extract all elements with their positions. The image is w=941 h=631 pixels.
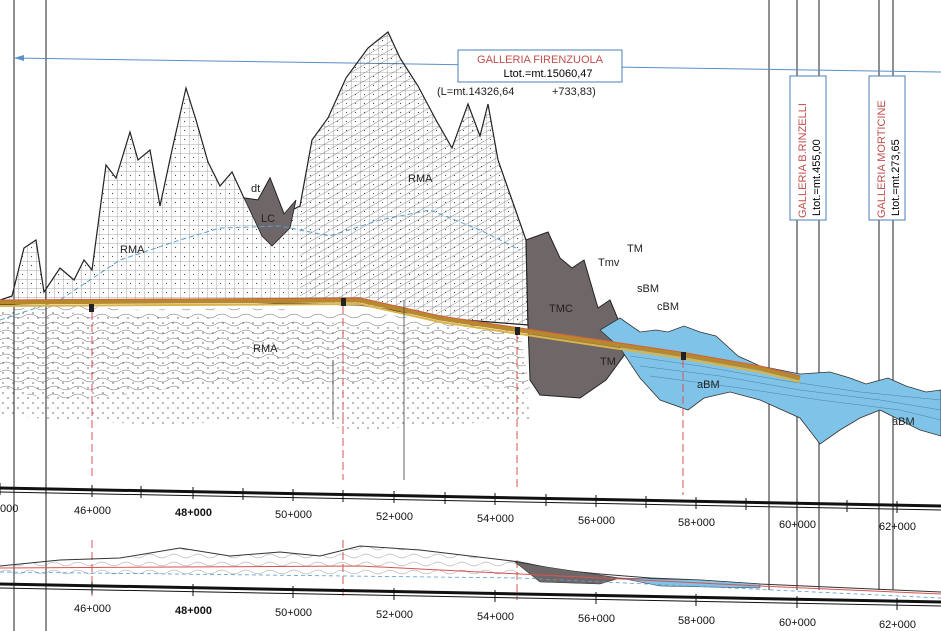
tunnel-rinzelli-length: Ltot.=mt.455,00 — [811, 139, 823, 216]
lower-chainage: 56+000 — [578, 613, 615, 625]
tunnel-firenzuola-label: GALLERIA FIRENZUOLA Ltot.=mt.15060,47 (L… — [437, 49, 623, 98]
upper-chainage-scale — [0, 483, 941, 513]
label-dt: dt — [251, 183, 260, 195]
lower-chainage: 62+000 — [879, 619, 916, 631]
upper-chainage: 52+000 — [376, 511, 413, 523]
label-tm-1: TM — [627, 243, 643, 255]
lower-chainage-labels: 46+000 48+000 50+000 52+000 54+000 56+00… — [74, 603, 916, 631]
upper-chainage: 54+000 — [477, 513, 514, 525]
label-tmc: TMC — [549, 303, 573, 315]
upper-chainage: 48+000 — [175, 507, 212, 519]
tunnel-firenzuola-sub: (L=mt.14326,64 — [437, 86, 514, 98]
label-lc: LC — [261, 213, 275, 225]
label-rma-2: RMA — [408, 173, 433, 185]
label-sbm: sBM — [637, 283, 659, 295]
label-abm-1: aBM — [697, 379, 720, 391]
tunnel-rinzelli-label: GALLERIA B.RINZELLI Ltot.=mt.455,00 — [789, 75, 827, 221]
upper-chainage: 60+000 — [779, 519, 816, 531]
label-cbm: cBM — [657, 301, 679, 313]
upper-chainage: 62+000 — [879, 521, 916, 533]
label-tmv: Tmv — [598, 257, 620, 269]
tunnel-morticine-name: GALLERIA MORTICINE — [876, 100, 888, 218]
lc-dark-body — [243, 177, 297, 247]
lower-chainage: 48+000 — [175, 605, 212, 617]
label-tm-2: TM — [600, 356, 616, 368]
upper-chainage-labels: 000 46+000 48+000 50+000 52+000 54+000 5… — [0, 503, 916, 533]
lower-profile — [0, 545, 941, 599]
lower-chainage: 46+000 — [74, 603, 111, 615]
tunnel-firenzuola-extra: +733,83) — [552, 86, 596, 98]
upper-chainage: 50+000 — [275, 509, 312, 521]
tunnel-firenzuola-length: Ltot.=mt.15060,47 — [504, 68, 593, 80]
lower-chainage: 60+000 — [779, 617, 816, 629]
lower-chainage: 52+000 — [376, 609, 413, 621]
lower-chainage: 58+000 — [678, 615, 715, 627]
tunnel-morticine-label: GALLERIA MORTICINE Ltot.=mt.273,65 — [868, 75, 906, 221]
upper-chainage: 56+000 — [578, 515, 615, 527]
label-abm-2: aBM — [892, 416, 915, 428]
lower-chainage-scale — [0, 582, 941, 610]
geology-labels: RMA RMA RMA dt LC TM Tmv sBM cBM TMC TM … — [120, 173, 915, 428]
label-rma-3: RMA — [253, 343, 278, 355]
abm-blue-body — [599, 317, 941, 445]
lower-chainage: 54+000 — [477, 611, 514, 623]
label-rma-1: RMA — [120, 244, 145, 256]
tunnel-firenzuola-name: GALLERIA FIRENZUOLA — [477, 54, 604, 66]
upper-chainage: 000 — [0, 503, 18, 515]
tunnel-morticine-length: Ltot.=mt.273,65 — [890, 139, 902, 216]
tunnel-rinzelli-name: GALLERIA B.RINZELLI — [797, 103, 809, 218]
upper-chainage: 58+000 — [678, 517, 715, 529]
upper-chainage: 46+000 — [74, 505, 111, 517]
lower-chainage: 50+000 — [275, 607, 312, 619]
tunnel-axis — [0, 297, 801, 383]
